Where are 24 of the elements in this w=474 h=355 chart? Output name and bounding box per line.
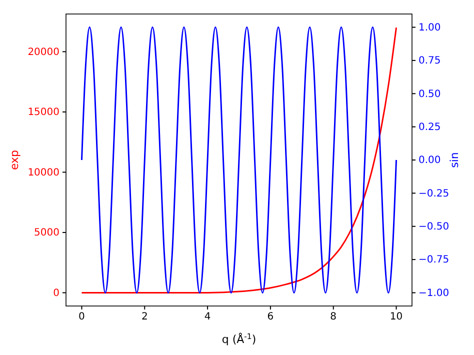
y-axis-title: exp bbox=[8, 150, 21, 170]
y2-tick-label: −0.25 bbox=[418, 188, 450, 200]
x-tick-label: 2 bbox=[141, 312, 148, 323]
y-tick-label: 5000 bbox=[34, 228, 60, 239]
y2-tick-label: 1.00 bbox=[418, 22, 441, 34]
y-tick-label: 10000 bbox=[28, 167, 60, 178]
y-tick-label: 0 bbox=[53, 288, 60, 299]
x-tick-label: 8 bbox=[330, 312, 337, 323]
y2-tick-label: 0.25 bbox=[418, 122, 441, 134]
y2-tick-label: −0.50 bbox=[418, 222, 450, 233]
line-series bbox=[80, 26, 398, 294]
y2-tick-label: −1.00 bbox=[418, 288, 450, 299]
x-axis-title: q (Å$^{-1}$) bbox=[222, 332, 256, 346]
x-tick-label: 10 bbox=[390, 312, 403, 323]
x-tick-label: 4 bbox=[204, 312, 211, 323]
y2-tick-label: 0.50 bbox=[418, 88, 441, 100]
x-tick-label: 6 bbox=[267, 312, 274, 323]
y2-tick-label: −0.75 bbox=[418, 254, 450, 266]
y2-tick-label: 0.00 bbox=[418, 155, 441, 166]
y-tick-label: 15000 bbox=[28, 107, 60, 118]
y2-tick-label: 0.75 bbox=[418, 56, 441, 67]
y2-axis-title: sin bbox=[448, 152, 461, 168]
x-tick-label: 0 bbox=[78, 312, 85, 323]
y-tick-label: 20000 bbox=[28, 46, 60, 58]
